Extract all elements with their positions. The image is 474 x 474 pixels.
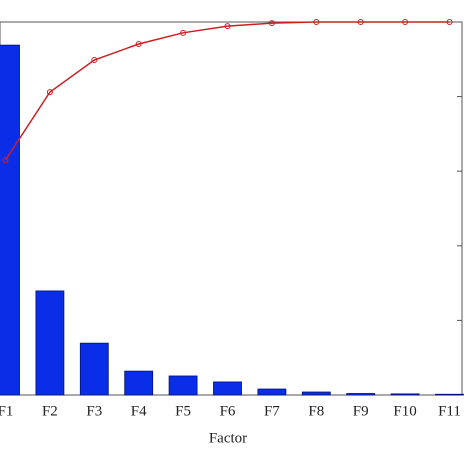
- bar: [301, 391, 331, 396]
- x-tick-label: F2: [42, 403, 58, 419]
- bar: [35, 290, 65, 396]
- line-marker: [180, 29, 187, 36]
- bar: [124, 370, 154, 396]
- x-tick-label: F8: [308, 403, 324, 419]
- x-tick-label: F1: [0, 403, 13, 419]
- x-tick-label: F4: [131, 403, 147, 419]
- x-tick-label: F7: [264, 403, 280, 419]
- line-marker: [446, 19, 453, 25]
- bar: [346, 393, 376, 396]
- x-tick-label: F10: [393, 403, 416, 419]
- line-marker: [2, 157, 9, 164]
- cumulative-line: [4, 21, 450, 161]
- line-marker: [402, 19, 409, 25]
- x-tick-label: F6: [220, 403, 236, 419]
- x-axis-label: Factor: [209, 430, 247, 446]
- bar: [257, 388, 287, 396]
- bar: [390, 393, 420, 396]
- line-marker: [135, 41, 142, 48]
- x-tick-label: F11: [438, 403, 461, 419]
- x-tick-label: F5: [175, 403, 191, 419]
- bar: [213, 381, 242, 396]
- line-marker: [91, 57, 98, 64]
- line-marker: [357, 19, 364, 25]
- line-marker: [46, 89, 53, 96]
- x-tick-label: F3: [86, 403, 102, 419]
- bar: [168, 375, 198, 396]
- line-marker: [268, 20, 275, 27]
- bar: [79, 342, 109, 396]
- x-tick-label: F9: [353, 403, 369, 419]
- line-marker: [224, 23, 231, 30]
- bar: [435, 393, 464, 396]
- line-marker: [313, 19, 320, 25]
- bar: [0, 44, 20, 396]
